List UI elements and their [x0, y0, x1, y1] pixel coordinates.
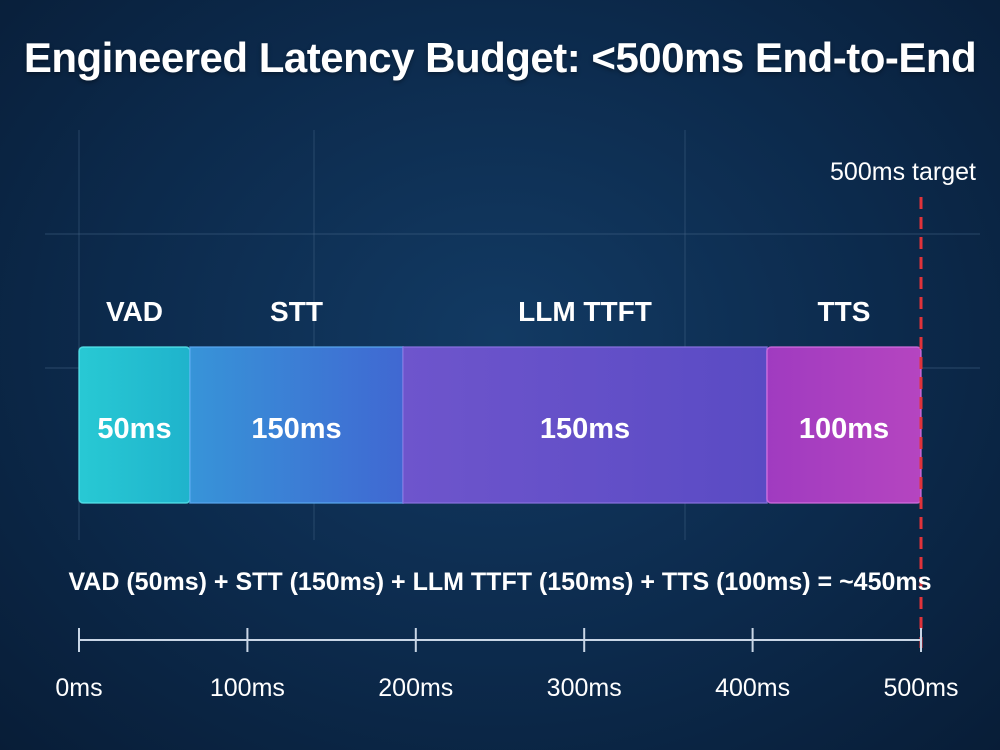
bar-segment-llm-ttft: [402, 346, 768, 504]
bar-segment-stt: [189, 346, 404, 504]
x-axis: 0ms 100ms 200ms 300ms 400ms 500ms: [55, 628, 959, 702]
stacked-bar: [78, 346, 922, 504]
segment-label-llm-ttft: LLM TTFT: [518, 296, 652, 327]
segment-label-tts: TTS: [818, 296, 871, 327]
segment-value-labels: 50ms 150ms 150ms 100ms: [97, 413, 889, 445]
x-tick-label: 400ms: [715, 674, 790, 702]
x-tick-label: 100ms: [210, 674, 285, 702]
x-tick-label: 300ms: [547, 674, 622, 702]
segment-value-tts: 100ms: [799, 413, 889, 445]
segment-value-stt: 150ms: [251, 413, 341, 445]
target-marker: 500ms target: [830, 158, 976, 648]
sum-annotation: VAD (50ms) + STT (150ms) + LLM TTFT (150…: [68, 568, 931, 596]
segment-value-llm-ttft: 150ms: [540, 413, 630, 445]
x-tick-label: 0ms: [55, 674, 102, 702]
segment-labels: VAD STT LLM TTFT TTS: [106, 296, 870, 327]
segment-label-stt: STT: [270, 296, 323, 327]
x-tick-label: 200ms: [378, 674, 453, 702]
target-label: 500ms target: [830, 158, 976, 186]
segment-value-vad: 50ms: [97, 413, 171, 445]
x-tick-label: 500ms: [883, 674, 958, 702]
chart-title: Engineered Latency Budget: <500ms End-to…: [23, 34, 977, 81]
segment-label-vad: VAD: [106, 296, 163, 327]
